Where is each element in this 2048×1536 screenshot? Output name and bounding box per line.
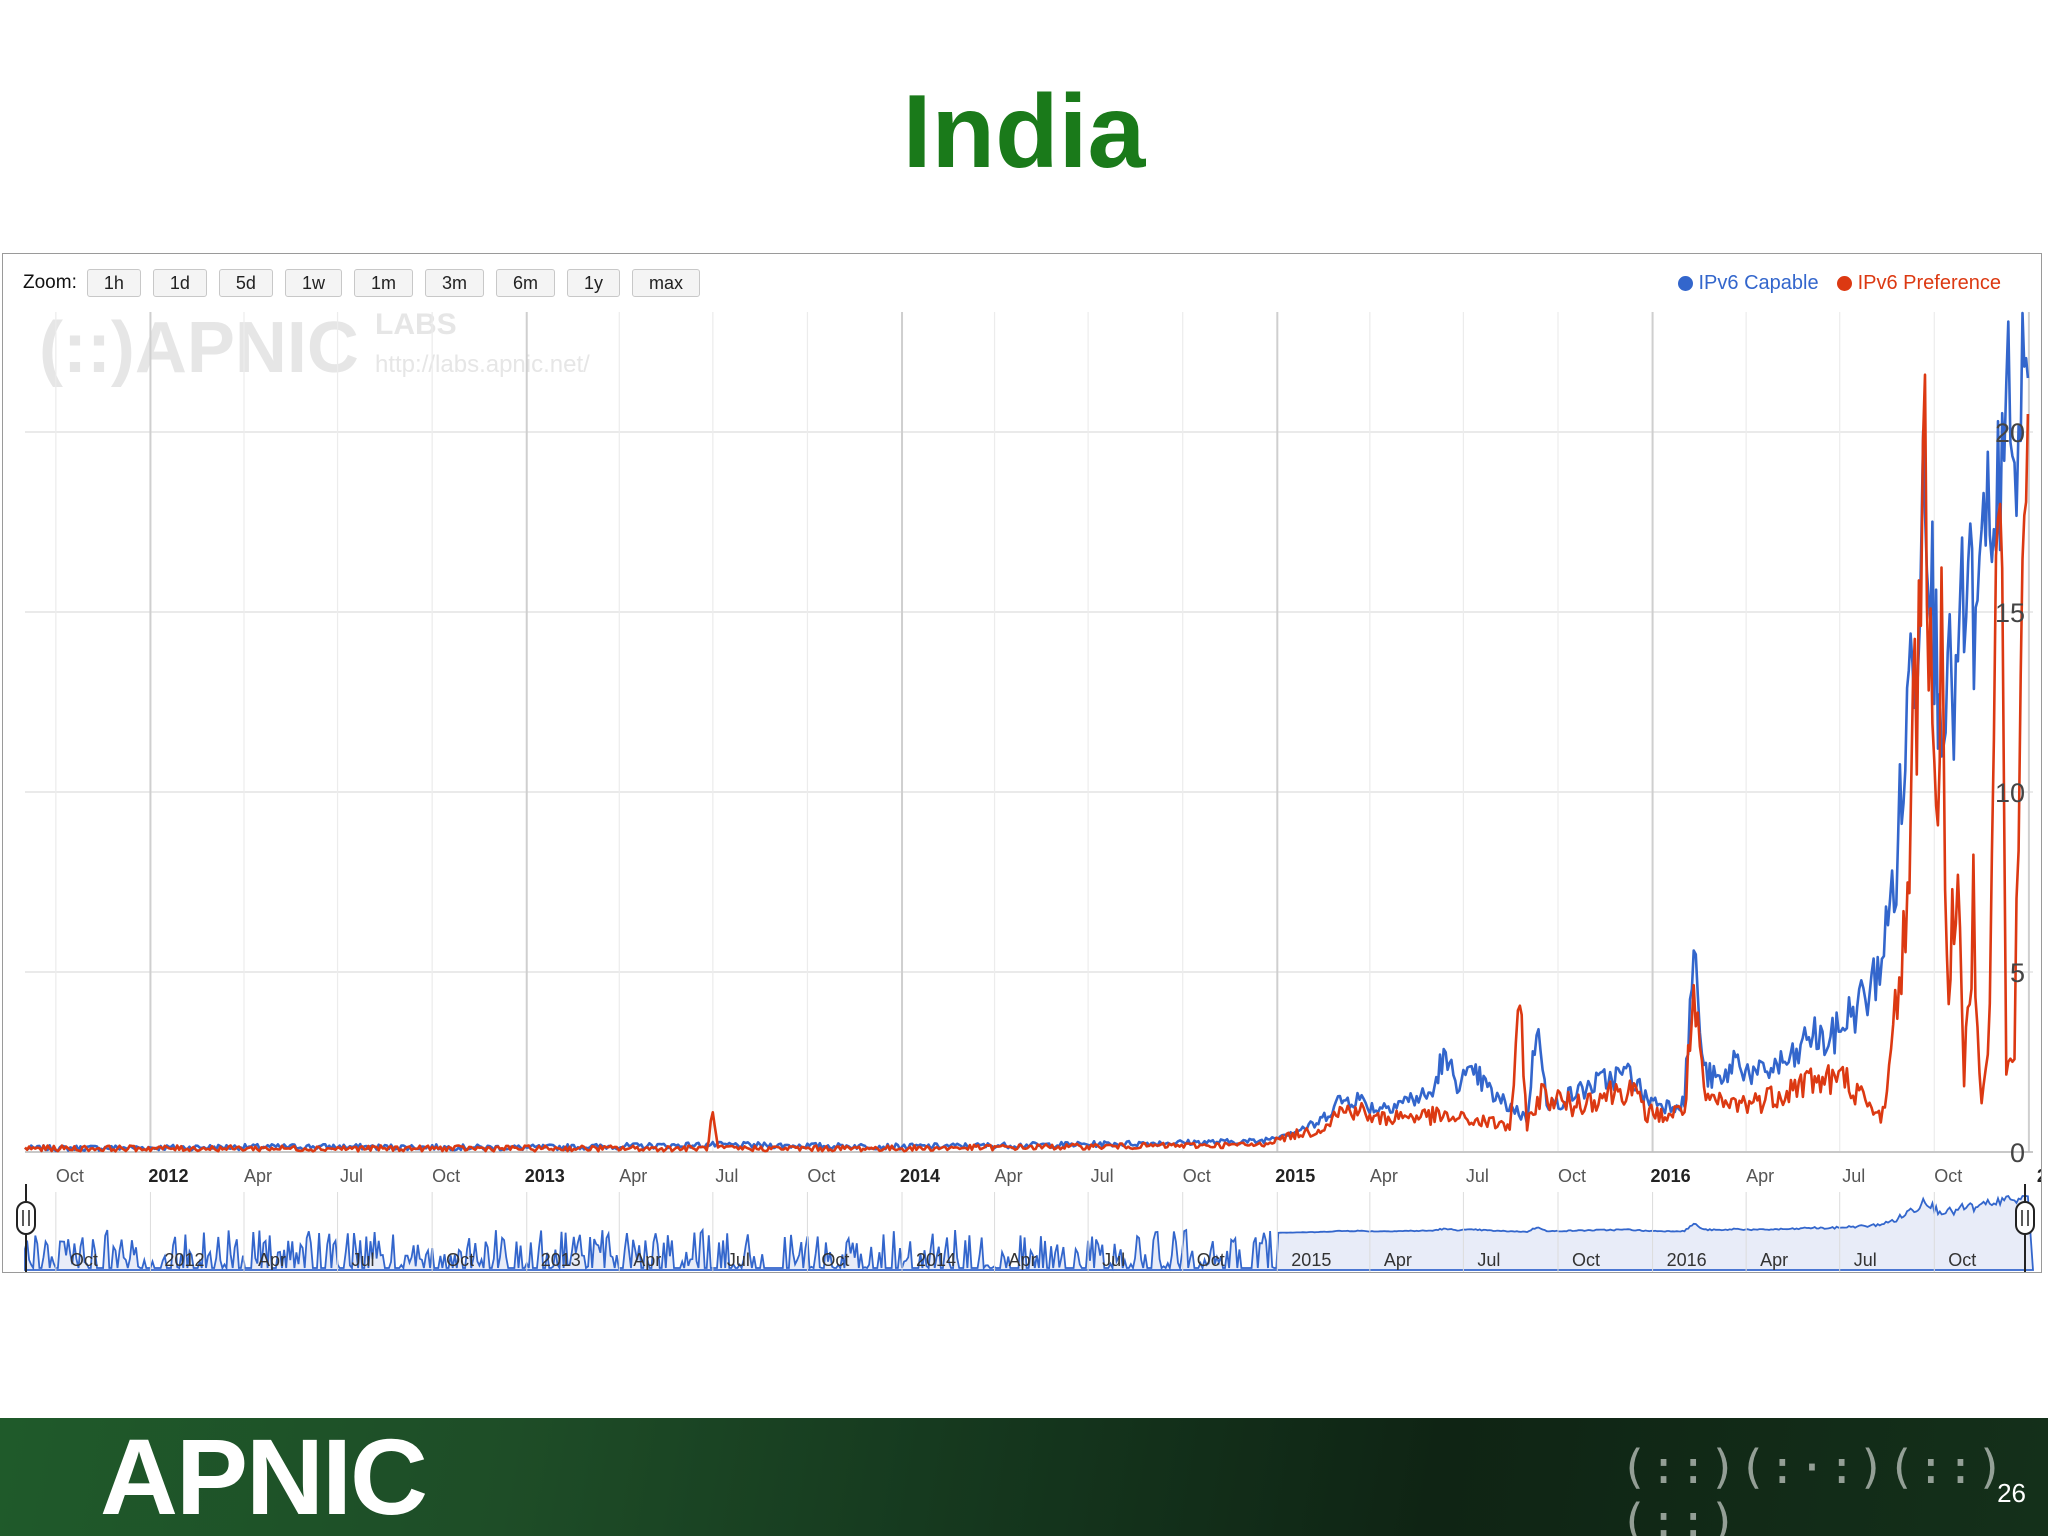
series-line-ipv6-capable — [24, 311, 2030, 1153]
x-tick-label: 2014 — [900, 1166, 940, 1186]
x-tick-label: 2015 — [1275, 1166, 1315, 1186]
x-tick-label: 2012 — [148, 1166, 188, 1186]
x-tick-label: Oct — [432, 1166, 460, 1186]
legend-entry-ipv6-capable[interactable]: IPv6 Capable — [1677, 271, 1819, 295]
navigator-tick-label: Jul — [1477, 1250, 1500, 1270]
x-tick-label: Apr — [619, 1166, 647, 1186]
zoom-1y-button[interactable]: 1y — [567, 269, 621, 297]
navigator-tick-label: Jul — [1102, 1250, 1125, 1270]
zoom-5d-button[interactable]: 5d — [218, 269, 273, 297]
zoom-1m-button[interactable]: 1m — [353, 269, 413, 297]
navigator-tick-label: Apr — [258, 1250, 286, 1270]
y-tick-label: 0 — [2010, 1138, 2025, 1168]
chart-svg: (::)APNIC LABS http://labs.apnic.net/ 0 5… — [16, 308, 2042, 1272]
series-line-ipv6-preference — [24, 373, 2030, 1153]
x-tick-label: 2016 — [1651, 1166, 1691, 1186]
navigator-tick-label: Apr — [1009, 1250, 1037, 1270]
watermark-logo: (::)APNIC — [39, 308, 359, 388]
apnic-logo: APNIC — [100, 1418, 428, 1536]
navigator-tick-label: 2016 — [1667, 1250, 1707, 1270]
zoom-label: Zoom: — [23, 272, 77, 293]
navigator-tick-label: Jul — [1854, 1250, 1877, 1270]
navigator-tick-label: Apr — [633, 1250, 661, 1270]
navigator-tick-label: Oct — [70, 1250, 98, 1270]
navigator-left-handle — [16, 1201, 36, 1235]
x-tick-label: Oct — [56, 1166, 84, 1186]
navigator-tick-label: 2015 — [1291, 1250, 1331, 1270]
watermark-labs: LABS — [375, 308, 457, 341]
x-tick-label: Oct — [807, 1166, 835, 1186]
zoom-6m-button[interactable]: 6m — [496, 269, 556, 297]
zoom-1w-button[interactable]: 1w — [284, 269, 342, 297]
y-tick-label: 10 — [1995, 778, 2025, 808]
y-tick-label: 20 — [1995, 418, 2025, 448]
x-tick-label: Jul — [1091, 1166, 1114, 1186]
navigator-tick-label: Oct — [446, 1250, 474, 1270]
x-tick-label: Jul — [1466, 1166, 1489, 1186]
page-number: 26 — [1997, 1478, 2026, 1508]
navigator-tick-label: Oct — [1197, 1250, 1225, 1270]
navigator-series — [24, 1194, 2034, 1272]
zoom-3m-button[interactable]: 3m — [424, 269, 484, 297]
apnic-mark-icon: (::)(:·:)(::)(::) — [1620, 1440, 2007, 1536]
zoom-1d-button[interactable]: 1d — [152, 269, 207, 297]
zoom-1h-button[interactable]: 1h — [86, 269, 141, 297]
legend-label-ipv6-preference: IPv6 Preference — [1857, 271, 2001, 294]
navigator-tick-label: 2013 — [541, 1250, 581, 1270]
chart-frame: (::)APNIC LABS http://labs.apnic.net/ 0 5… — [2, 253, 2042, 1273]
y-tick-label: 15 — [1995, 598, 2025, 628]
x-tick-label: Oct — [1934, 1166, 1962, 1186]
grid-layer — [25, 312, 2033, 1153]
x-tick-label: Jul — [715, 1166, 738, 1186]
navigator-tick-label: Apr — [1760, 1250, 1788, 1270]
navigator-tick-label: 2012 — [164, 1250, 204, 1270]
y-tick-label: 5 — [2010, 958, 2025, 988]
navigator-tick-label: Oct — [1948, 1250, 1976, 1270]
apnic-labs-watermark: (::)APNIC LABS http://labs.apnic.net/ — [39, 308, 590, 388]
watermark-url: http://labs.apnic.net/ — [375, 351, 590, 378]
zoom-bar: Zoom: 1h 1d 5d 1w 1m 3m 6m 1y max — [23, 268, 712, 298]
navigator-tick-label: 2014 — [916, 1250, 956, 1270]
x-tick-label: Jul — [1842, 1166, 1865, 1186]
x-tick-label: Apr — [995, 1166, 1023, 1186]
series-layer — [24, 311, 2030, 1153]
navigator-tick-label: Oct — [1572, 1250, 1600, 1270]
slide-footer: APNIC (::)(:·:)(::)(::) 26 — [0, 1418, 2048, 1536]
x-tick-label: Jul — [340, 1166, 363, 1186]
x-tick-label: 2013 — [525, 1166, 565, 1186]
legend-label-ipv6-capable: IPv6 Capable — [1698, 271, 1819, 294]
x-tick-label: 20 — [2037, 1166, 2042, 1186]
x-tick-label: Apr — [1746, 1166, 1774, 1186]
legend-dot-icon — [1677, 275, 1693, 291]
x-tick-label: Oct — [1183, 1166, 1211, 1186]
navigator-tick-label: Jul — [352, 1250, 375, 1270]
range-navigator[interactable]: Oct 2012 Apr Jul Oct 2013 Apr Jul Oct 2014 Apr Jul O… — [16, 1184, 2035, 1272]
navigator-tick-label: Oct — [821, 1250, 849, 1270]
chart-legend: IPv6 Capable IPv6 Preference — [1677, 268, 2001, 298]
navigator-tick-label: Jul — [727, 1250, 750, 1270]
x-tick-label: Apr — [1370, 1166, 1398, 1186]
slide-title: India — [902, 74, 1146, 190]
x-tick-layer: Oct 2012 Apr Jul Oct 2013 Apr Jul Oct 2014 Apr Jul O… — [56, 1166, 2042, 1186]
zoom-max-button[interactable]: max — [632, 269, 701, 297]
navigator-tick-label: Apr — [1384, 1250, 1412, 1270]
legend-dot-icon — [1836, 275, 1852, 291]
y-tick-layer: 0 5 10 15 20 — [1995, 418, 2025, 1168]
legend-entry-ipv6-preference[interactable]: IPv6 Preference — [1836, 271, 2001, 295]
x-tick-label: Apr — [244, 1166, 272, 1186]
x-tick-label: Oct — [1558, 1166, 1586, 1186]
navigator-right-handle — [2015, 1201, 2035, 1235]
